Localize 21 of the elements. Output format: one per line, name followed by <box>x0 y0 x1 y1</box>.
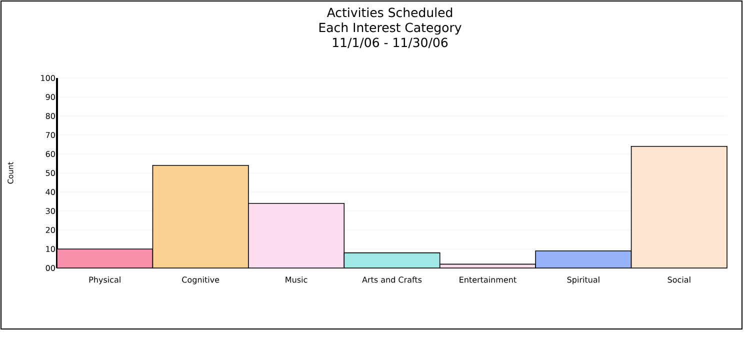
x-tick-label: Physical <box>89 276 120 284</box>
chart-title: Activities Scheduled <box>326 8 452 18</box>
x-tick-label: Social <box>668 276 690 283</box>
x-tick-label: Arts and Crafts <box>362 276 422 283</box>
x-tick-label: Music <box>286 276 308 283</box>
y-tick-label: 60 <box>46 150 55 158</box>
text: 11/1/06 - 11/30/06 <box>332 38 448 48</box>
y-tick-label: 70 <box>46 132 55 138</box>
y-tick-label: 40 <box>46 188 55 196</box>
y-tick-label: 100 <box>41 74 55 82</box>
y-tick-label: 80 <box>46 112 55 120</box>
y-tick-label: 30 <box>46 208 55 214</box>
y-tick-label: 10 <box>46 246 55 252</box>
x-tick-label: Cognitive <box>182 276 220 284</box>
y-tick-label: 90 <box>46 94 55 100</box>
x-tick-label: Spiritual <box>567 276 600 284</box>
chart-subtitle: Each Interest Category <box>319 22 462 35</box>
y-tick-label: 00 <box>46 264 55 272</box>
y-tick-label: 20 <box>46 226 55 234</box>
x-tick-label: Entertainment <box>460 276 516 283</box>
y-tick-label: 50 <box>46 170 55 176</box>
